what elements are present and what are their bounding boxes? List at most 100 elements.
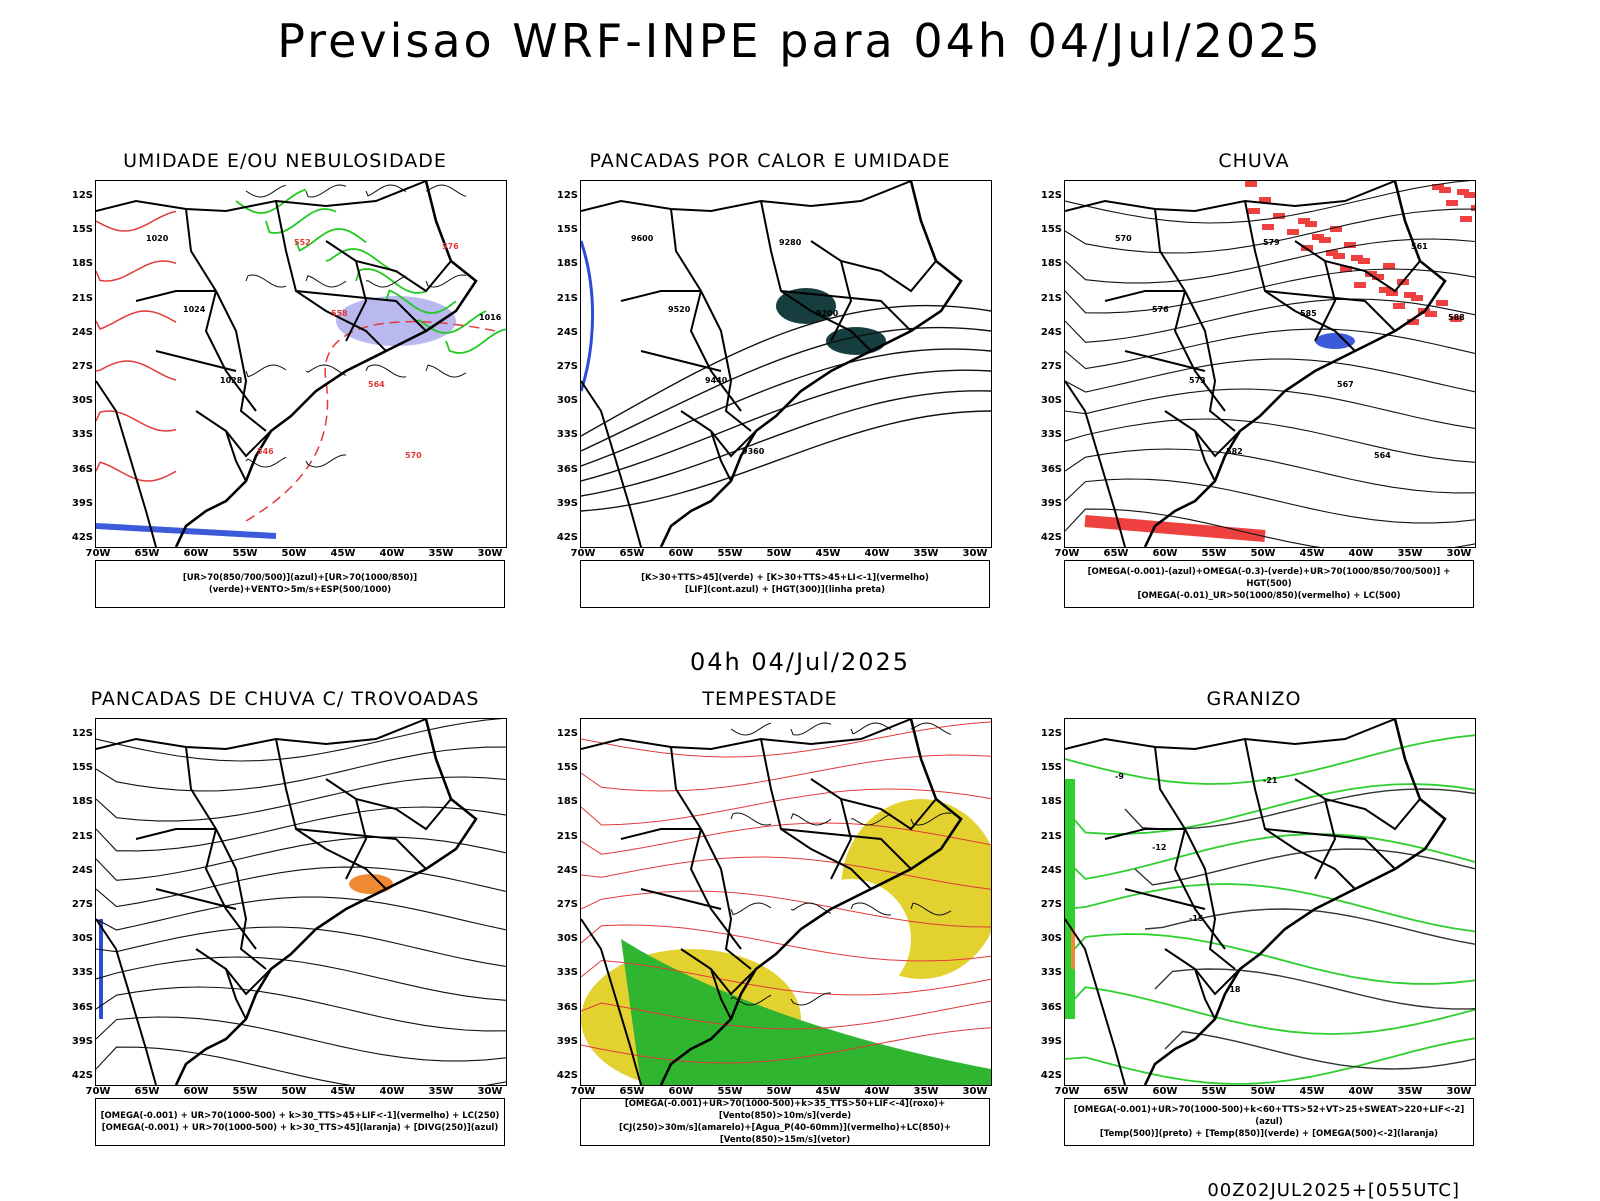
country-border xyxy=(155,350,237,372)
country-border xyxy=(1124,888,1206,910)
wind-vector xyxy=(730,902,772,916)
lon-tick-label: 40W xyxy=(1348,548,1374,559)
lon-tick-label: 50W xyxy=(281,548,307,559)
lat-tick-label: 15S xyxy=(556,762,578,774)
lon-tick-label: 65W xyxy=(134,1086,160,1097)
lon-tick-label: 70W xyxy=(1054,1086,1080,1097)
contour-label: -12 xyxy=(1152,843,1166,852)
humidity-contour-green xyxy=(385,289,457,314)
streamline xyxy=(1065,181,1472,224)
wind-vector xyxy=(850,722,892,735)
streamline xyxy=(1065,418,1475,463)
lat-tick-label: 15S xyxy=(71,762,93,774)
lat-tick-label: 12S xyxy=(556,728,578,739)
map-area xyxy=(95,718,507,1086)
country-border xyxy=(710,430,732,482)
lat-tick-label: 42S xyxy=(71,1070,93,1081)
lon-tick-label: 60W xyxy=(668,1086,694,1097)
panel-legend: [UR>70(850/700/500)](azul)+[UR>70(1000/8… xyxy=(95,560,505,608)
country-border xyxy=(215,290,267,432)
streamline xyxy=(1065,358,1475,393)
temp500-contour xyxy=(1144,908,1475,945)
country-border xyxy=(581,719,912,751)
contour-label: 573 xyxy=(1189,376,1206,385)
map-area: 1020 1024 1028 546 552 558 564 570 576 1016 xyxy=(95,180,507,548)
lon-tick-label: 65W xyxy=(619,548,645,559)
temp850-contour xyxy=(1065,933,1475,985)
streamline xyxy=(1065,208,1475,254)
country-border xyxy=(1104,828,1185,840)
rain-field xyxy=(1404,292,1416,298)
country-border xyxy=(830,260,853,342)
lon-tick-label: 45W xyxy=(1299,548,1325,559)
streamline xyxy=(1065,508,1475,547)
contour-label: 1016 xyxy=(479,313,502,322)
contour-label: 579 xyxy=(1263,238,1280,247)
contour-label: 558 xyxy=(331,309,348,318)
streamline xyxy=(96,806,506,852)
lat-tick-label: 33S xyxy=(1040,429,1062,441)
lat-tick-label: 12S xyxy=(1040,190,1062,201)
temp850-contour xyxy=(1065,986,1475,1035)
map-svg: 570 576 573 582 579 585 567 564 561 588 xyxy=(1065,181,1475,547)
panel-heat-showers: PANCADAS POR CALOR E UMIDADE 12S 15S 18S 21S… xyxy=(550,150,1050,620)
contour-label: 1024 xyxy=(183,305,206,314)
contour-label: 570 xyxy=(405,451,422,460)
map-svg: 9600 9520 9440 9360 9280 9200 xyxy=(581,181,991,547)
wind-vector xyxy=(425,274,467,288)
lon-tick-label: 65W xyxy=(1103,548,1129,559)
lat-tick-label: 18S xyxy=(556,796,578,808)
rain-field xyxy=(1333,253,1345,259)
lat-tick-label: 39S xyxy=(556,1035,578,1047)
wind-vector xyxy=(245,364,287,378)
contour-label: 564 xyxy=(1374,451,1391,460)
rain-field xyxy=(1312,234,1324,240)
country-border xyxy=(1244,738,1356,890)
streamline xyxy=(1065,268,1475,314)
country-border xyxy=(810,778,937,831)
map-svg xyxy=(96,719,506,1085)
country-border xyxy=(185,746,257,950)
lon-tick-label: 35W xyxy=(428,548,454,559)
rain-field xyxy=(1319,237,1331,243)
rain-field xyxy=(1259,197,1271,203)
humidity-field xyxy=(96,523,277,539)
lat-tick-label: 36S xyxy=(1040,463,1062,475)
lat-tick-label: 39S xyxy=(1040,1035,1062,1047)
map-area: 570 576 573 582 579 585 567 564 561 588 xyxy=(1064,180,1476,548)
country-border xyxy=(640,350,722,372)
country-border xyxy=(225,430,247,482)
lon-tick-label: 30W xyxy=(962,548,988,559)
country-border xyxy=(225,968,247,1020)
wind-vector xyxy=(910,902,952,916)
contour-label: 567 xyxy=(1337,380,1354,389)
panel-legend: [OMEGA(-0.001)+UR>70(1000-500)+k>35_TTS>… xyxy=(580,1098,990,1146)
streamline-red xyxy=(581,721,991,758)
legend-line: [OMEGA(-0.001)+UR>70(1000-500)+k>35_TTS>… xyxy=(624,1099,946,1121)
lon-tick-label: 65W xyxy=(134,548,160,559)
contour-label: 9520 xyxy=(668,305,691,314)
legend-line: [Temp(500)](preto) + [Temp(850)](verde) … xyxy=(1099,1129,1439,1139)
temp850-contour xyxy=(1065,1037,1475,1085)
wind-vector xyxy=(305,275,347,288)
contour-label: -15 xyxy=(1189,914,1204,923)
rain-field xyxy=(1273,213,1285,219)
lat-tick-label: 36S xyxy=(556,1001,578,1013)
rain-field xyxy=(1326,250,1338,256)
lat-tick-label: 27S xyxy=(71,899,93,910)
wind-vector xyxy=(365,275,407,288)
country-border xyxy=(620,828,701,840)
wind-vector xyxy=(790,992,831,1006)
country-border xyxy=(345,260,368,342)
legend-line: [OMEGA(-0.001)+UR>70(1000-500)+k<60+TTS>… xyxy=(1073,1105,1465,1127)
contour-label: 9360 xyxy=(742,447,765,456)
panel-storm: TEMPESTADE 12S 15S 18S 21S 24S 27S 30S 33S 36S 39S… xyxy=(550,688,1050,1158)
contour-label: 9600 xyxy=(631,234,654,243)
country-border xyxy=(1294,778,1421,831)
coastline xyxy=(659,181,963,547)
streamline-red xyxy=(581,856,991,890)
country-border xyxy=(1194,968,1216,1020)
country-border xyxy=(1164,410,1241,458)
panel-legend: [OMEGA(-0.001)+UR>70(1000-500)+k<60+TTS>… xyxy=(1064,1098,1474,1146)
lat-tick-label: 36S xyxy=(1040,1001,1062,1013)
